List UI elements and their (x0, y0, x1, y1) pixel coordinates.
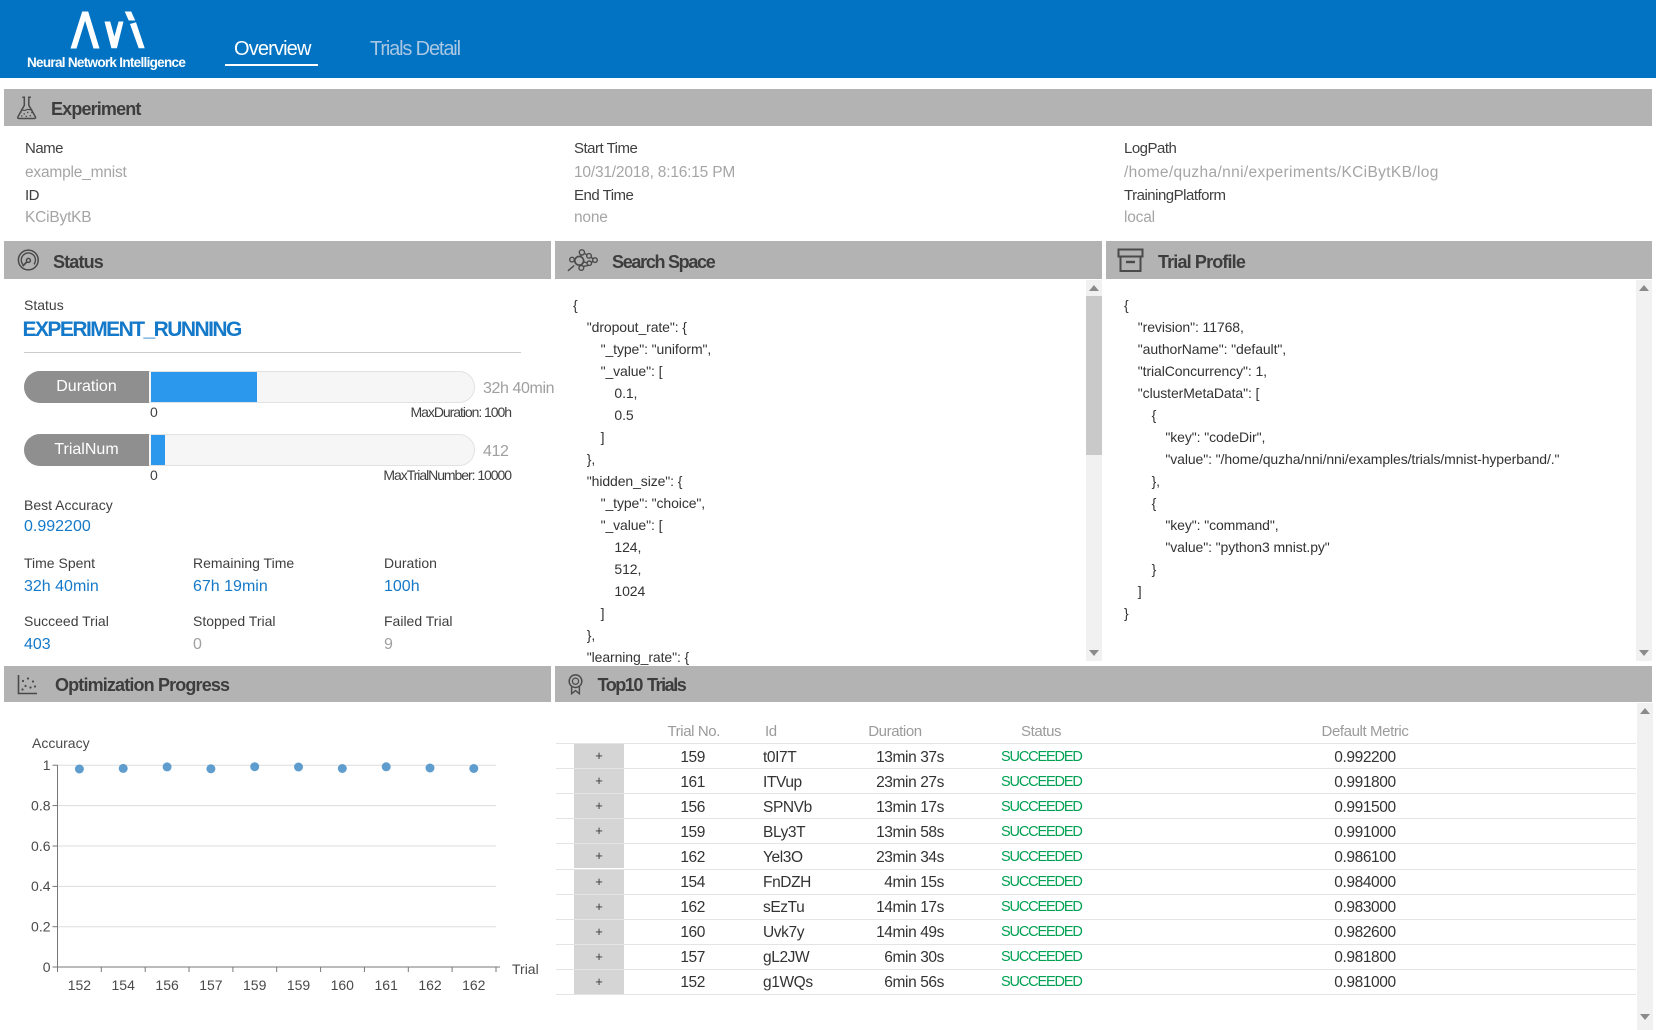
svg-text:0.8: 0.8 (31, 797, 51, 813)
svg-text:159: 159 (287, 977, 311, 993)
svg-text:1: 1 (43, 757, 51, 773)
svg-text:0.2: 0.2 (31, 919, 51, 935)
svg-text:157: 157 (199, 977, 223, 993)
svg-text:0.4: 0.4 (31, 878, 51, 894)
svg-text:154: 154 (112, 977, 136, 993)
svg-text:152: 152 (68, 977, 92, 993)
svg-text:156: 156 (155, 977, 179, 993)
svg-text:160: 160 (331, 977, 355, 993)
svg-text:Trial: Trial (512, 961, 539, 977)
svg-text:0.6: 0.6 (31, 838, 51, 854)
svg-text:0: 0 (43, 959, 51, 975)
svg-text:162: 162 (418, 977, 442, 993)
svg-text:159: 159 (243, 977, 267, 993)
svg-text:Accuracy: Accuracy (32, 735, 90, 751)
svg-text:162: 162 (462, 977, 486, 993)
svg-text:161: 161 (375, 977, 399, 993)
